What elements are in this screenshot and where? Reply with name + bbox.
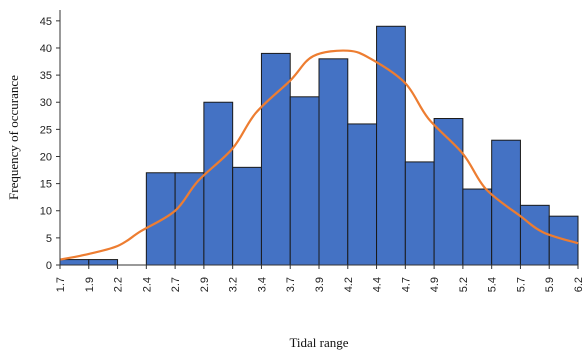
y-tick-label: 15 [40, 179, 52, 191]
bar-5 [203, 101, 234, 266]
bar-6 [232, 166, 262, 266]
y-tick-label: 30 [40, 97, 52, 109]
x-tick-label: 2.4 [141, 277, 153, 292]
y-tick-label: 0 [46, 260, 52, 272]
y-tick-label: 40 [40, 43, 52, 55]
bar-9 [318, 58, 349, 266]
bar-11 [376, 25, 406, 266]
bar-1 [88, 259, 119, 266]
x-tick-label: 6.2 [573, 277, 584, 292]
bar-8 [289, 96, 320, 266]
bar-12 [404, 161, 435, 266]
y-tick-label: 5 [46, 233, 52, 245]
x-tick-label: 4.2 [343, 277, 355, 292]
x-tick-label: 3.7 [285, 277, 297, 292]
bar-14 [462, 188, 493, 266]
y-ticks-group: 0 5 10 15 20 25 30 35 40 45 [40, 16, 60, 272]
x-tick-label: 4.7 [400, 277, 412, 292]
x-ticks-group: 1.7 1.9 2.2 2.4 2.7 2.9 3.2 3.4 3.7 3.9 4.2 4.4 4.7 4… [55, 265, 584, 292]
x-tick-label: 3.9 [314, 277, 326, 292]
x-tick-label: 1.7 [55, 277, 67, 292]
y-axis-title: Frequency of occurance [6, 75, 21, 200]
x-tick-label: 5.7 [515, 277, 527, 292]
y-tick-label: 25 [40, 124, 52, 136]
x-tick-label: 2.2 [113, 277, 125, 292]
bar-0 [59, 259, 90, 266]
x-tick-label: 5.9 [544, 277, 556, 292]
bar-4 [174, 172, 205, 266]
x-tick-label: 2.9 [199, 277, 211, 292]
bar-3 [145, 172, 176, 266]
x-tick-label: 4.4 [372, 277, 384, 292]
x-tick-label: 5.4 [487, 277, 499, 292]
bar-7 [260, 52, 291, 266]
y-tick-label: 35 [40, 70, 52, 82]
x-tick-label: 2.7 [170, 277, 182, 292]
y-tick-label: 10 [40, 206, 52, 218]
bars-group [59, 25, 579, 266]
x-tick-label: 3.4 [256, 277, 268, 292]
x-tick-label: 5.2 [458, 277, 470, 292]
bar-15 [491, 139, 521, 266]
x-axis-title: Tidal range [289, 335, 348, 350]
bar-10 [347, 123, 378, 266]
bar-13 [433, 118, 464, 266]
y-tick-label: 20 [40, 151, 52, 163]
x-tick-label: 3.2 [228, 277, 240, 292]
x-tick-label: 4.9 [429, 277, 441, 292]
x-tick-label: 1.9 [84, 277, 96, 292]
fit-curve-group [59, 49, 579, 261]
y-tick-label: 45 [40, 16, 52, 28]
bar-17 [548, 215, 579, 266]
fit-curve-line [59, 49, 579, 261]
bar-16 [519, 204, 550, 266]
